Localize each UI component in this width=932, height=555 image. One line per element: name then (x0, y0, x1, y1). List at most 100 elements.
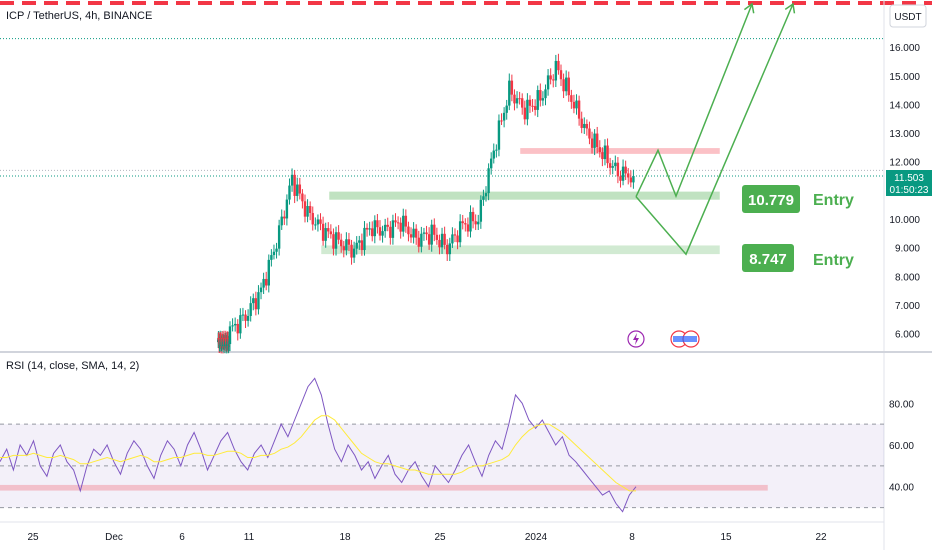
zones-layer (321, 148, 720, 255)
candle-body (515, 98, 519, 104)
candle-body (608, 163, 612, 168)
candle-body (557, 60, 560, 71)
rsi-support-zone (0, 484, 768, 491)
candle-body (474, 221, 477, 225)
candle-body (231, 325, 234, 327)
lightning-glyph-icon (633, 333, 639, 345)
candle-body (471, 211, 475, 222)
rsi-ma-line (0, 415, 636, 492)
rsi-tick-label: 60.00 (889, 441, 914, 452)
candle-body (290, 174, 294, 186)
entry-note-lower: Entry (813, 252, 854, 269)
entry-note-upper: Entry (813, 192, 854, 209)
candle-body (554, 60, 558, 81)
candle-body (580, 118, 583, 128)
candle-body (404, 215, 408, 227)
candle-body (306, 206, 309, 217)
candle-body (334, 232, 338, 249)
candle-body (412, 228, 415, 238)
time-tick-label: 25 (434, 532, 446, 543)
countdown-value: 01:50:23 (890, 185, 929, 196)
candle-body (427, 234, 431, 245)
entry-zone-lower (321, 245, 720, 255)
candle-body (371, 228, 374, 237)
candle-body (448, 243, 452, 255)
time-tick-label: 15 (720, 532, 732, 543)
rsi-lines-layer (0, 377, 637, 513)
candle-body (425, 232, 428, 235)
candle-body (378, 227, 382, 236)
rsi-title: RSI (14, close, SMA, 14, 2) (6, 360, 139, 372)
entry-price-lower: 8.747 (749, 251, 787, 268)
candle-body (598, 147, 601, 153)
candle-body (337, 232, 340, 240)
candle-body (246, 315, 250, 321)
candle-body (327, 228, 330, 232)
candle-body (562, 79, 565, 92)
candle-body (492, 150, 495, 159)
candle-body (433, 224, 436, 235)
candle-body (510, 80, 514, 95)
candle-body (396, 222, 400, 224)
time-tick-label: 18 (339, 532, 351, 543)
candles-layer (217, 53, 635, 354)
candle-body (399, 222, 402, 232)
candle-body (275, 248, 278, 252)
time-tick-label: 2024 (525, 532, 548, 543)
time-tick-label: 25 (27, 532, 39, 543)
time-tick-label: 22 (815, 532, 827, 543)
candle-body (365, 227, 369, 230)
time-tick-label: 11 (244, 532, 255, 543)
candle-body (239, 315, 242, 334)
candle-body (438, 239, 441, 248)
entry-badge-upper (742, 185, 800, 213)
arrowhead-b (784, 2, 796, 14)
candle-body (458, 221, 462, 243)
candle-body (629, 177, 633, 183)
candle-body (632, 175, 635, 183)
price-tick-label: 12.000 (889, 158, 920, 169)
candle-body (577, 100, 581, 119)
event-icons[interactable] (627, 330, 700, 348)
candle-body (262, 278, 265, 288)
currency-button[interactable] (889, 4, 927, 28)
candle-body (417, 237, 420, 247)
candle-body (482, 196, 485, 200)
candle-body (477, 221, 480, 225)
candle-body (575, 100, 578, 109)
time-tick-label: 6 (179, 532, 185, 543)
time-tick-label: 8 (629, 532, 635, 543)
flag-glyph-icon (673, 336, 685, 342)
candle-body (456, 235, 459, 243)
candle-body (461, 221, 464, 224)
candle-body (272, 251, 276, 256)
candle-body (347, 239, 351, 245)
candle-body (603, 145, 607, 160)
candle-body (567, 77, 570, 96)
candle-body (314, 224, 317, 226)
candle-body (621, 166, 625, 181)
last-price-value: 11.503 (894, 173, 924, 184)
candle-body (502, 112, 506, 121)
price-tick-label: 16.000 (889, 43, 920, 54)
candle-body (585, 123, 589, 129)
candle-body (265, 278, 268, 286)
grid-layer (0, 38, 884, 177)
candle-body (583, 123, 586, 128)
price-tick-label: 6.000 (895, 330, 920, 341)
flag-glyph-icon-2 (685, 336, 697, 342)
chart-title: ICP / TetherUS, 4h, BINANCE (6, 10, 152, 22)
candle-body (619, 176, 622, 181)
candle-body (383, 224, 387, 232)
candle-body (386, 224, 389, 227)
candle-body (590, 138, 594, 148)
candle-body (464, 223, 467, 225)
rsi-band-layer (0, 423, 884, 509)
candle-body (539, 90, 542, 101)
candle-body (228, 326, 232, 345)
candle-body (559, 70, 563, 80)
projection-path-b (635, 3, 794, 256)
currency-label: USDT (894, 12, 921, 23)
